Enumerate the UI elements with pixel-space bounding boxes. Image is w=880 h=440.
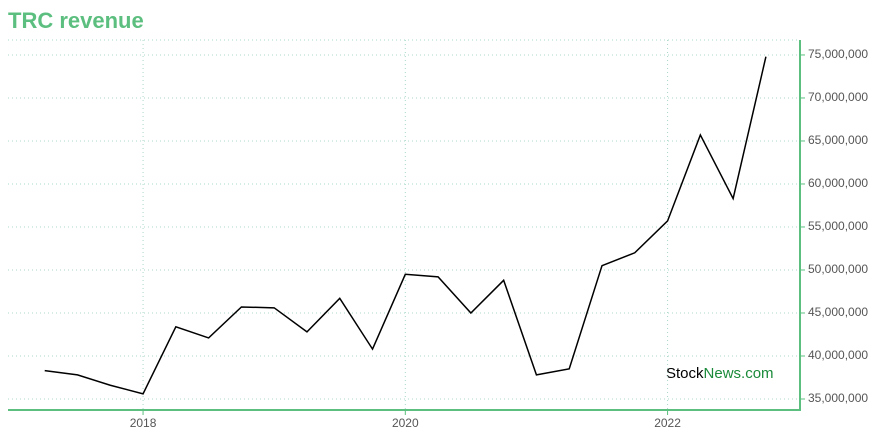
chart-title: TRC revenue	[8, 8, 144, 33]
y-tick-label: 70,000,000	[808, 90, 868, 104]
watermark-part: Stock	[666, 365, 704, 382]
x-tick-label: 2018	[130, 416, 157, 430]
watermark: StockNews.com	[666, 365, 774, 382]
y-tick-label: 50,000,000	[808, 262, 868, 276]
line-series	[44, 56, 767, 395]
y-tick-label: 75,000,000	[808, 47, 868, 61]
y-tick-label: 35,000,000	[808, 391, 868, 405]
y-tick-label: 55,000,000	[808, 219, 868, 233]
y-tick-label: 40,000,000	[808, 348, 868, 362]
y-tick-label: 65,000,000	[808, 133, 868, 147]
watermark-part: News.com	[704, 365, 774, 382]
x-tick-label: 2022	[654, 416, 681, 430]
x-tick-label: 2020	[392, 416, 419, 430]
y-tick-label: 45,000,000	[808, 305, 868, 319]
y-tick-label: 60,000,000	[808, 176, 868, 190]
